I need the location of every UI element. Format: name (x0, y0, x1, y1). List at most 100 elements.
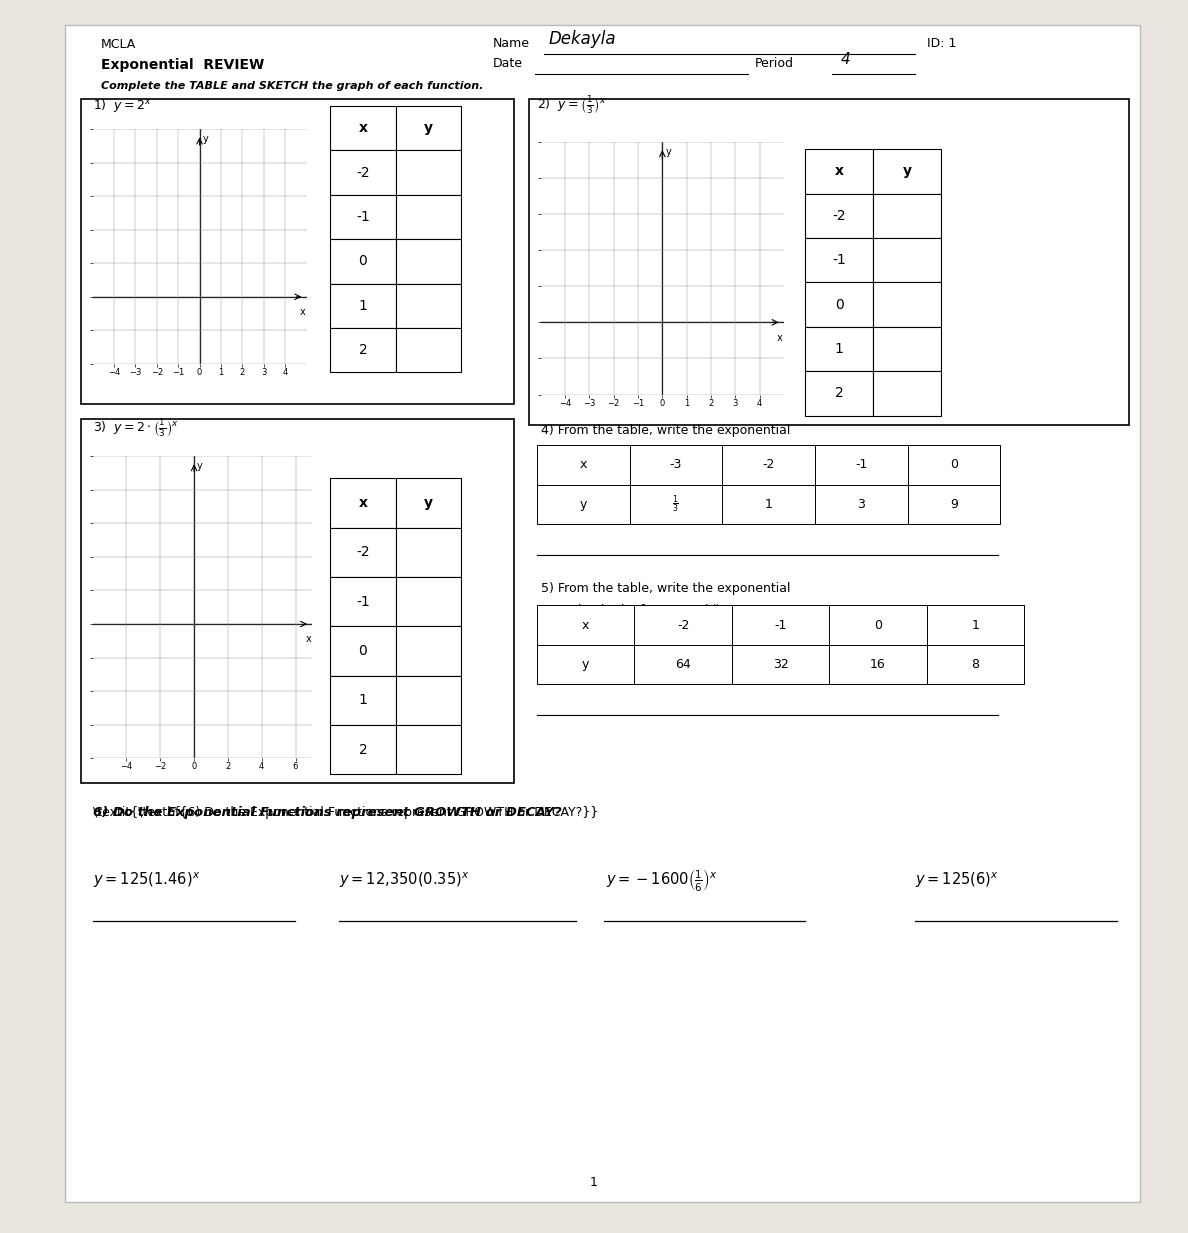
Text: x: x (359, 121, 367, 136)
Bar (630, 485, 722, 524)
Bar (805, 282, 873, 327)
Bar (81, 99, 514, 404)
Bar (330, 106, 396, 150)
Bar (396, 195, 461, 239)
Text: 3: 3 (858, 498, 865, 510)
Bar (330, 577, 396, 626)
Bar (873, 327, 941, 371)
Text: 0: 0 (359, 644, 367, 658)
Text: x: x (582, 619, 589, 631)
Text: 2: 2 (359, 343, 367, 358)
Text: 6) Do the Exponential Functions represent GROWTH or DECAY?: 6) Do the Exponential Functions represen… (93, 806, 561, 819)
Bar (396, 106, 461, 150)
Text: 0: 0 (835, 297, 843, 312)
Text: x: x (359, 496, 367, 510)
Bar (529, 99, 1129, 425)
Bar (396, 626, 461, 676)
Text: y: y (580, 498, 587, 510)
Text: 4: 4 (841, 52, 851, 67)
Text: ID: 1: ID: 1 (927, 37, 956, 49)
Text: y: y (424, 496, 432, 510)
Text: x: x (835, 164, 843, 179)
Text: -3: -3 (670, 459, 682, 471)
Text: y: y (203, 134, 209, 144)
Text: -2: -2 (356, 165, 369, 180)
Text: y: y (197, 461, 202, 471)
Text: 1)  $y = 2^x$: 1) $y = 2^x$ (93, 96, 152, 113)
Bar (396, 239, 461, 284)
Text: y: y (903, 164, 911, 179)
Text: -2: -2 (833, 208, 846, 223)
Text: $y = 12{,}350(0.35)^x$: $y = 12{,}350(0.35)^x$ (339, 870, 469, 890)
Text: y: y (424, 121, 432, 136)
Bar (908, 485, 1000, 524)
Bar (396, 478, 461, 528)
Bar (330, 239, 396, 284)
Bar (330, 478, 396, 528)
Text: 1: 1 (359, 298, 367, 313)
Text: -1: -1 (775, 619, 786, 631)
Bar (634, 645, 732, 684)
Bar (805, 149, 873, 194)
Text: MCLA: MCLA (101, 38, 137, 51)
Bar (330, 328, 396, 372)
Text: Exponential  REVIEW: Exponential REVIEW (101, 58, 264, 72)
Text: Period: Period (754, 57, 794, 69)
Text: 2)  $y = \left(\frac{1}{3}\right)^x$: 2) $y = \left(\frac{1}{3}\right)^x$ (537, 94, 606, 116)
Text: 0: 0 (359, 254, 367, 269)
Text: x: x (305, 634, 311, 644)
Text: 2: 2 (835, 386, 843, 401)
Bar (396, 676, 461, 725)
Text: $\frac{1}{3}$: $\frac{1}{3}$ (672, 493, 680, 515)
Text: equation in the form $y = ab^x$: equation in the form $y = ab^x$ (541, 444, 720, 461)
Text: -1: -1 (356, 594, 369, 609)
Bar (805, 194, 873, 238)
Bar (873, 371, 941, 416)
Bar (537, 485, 630, 524)
Text: 1: 1 (590, 1176, 598, 1189)
Bar (829, 605, 927, 645)
Bar (732, 605, 829, 645)
Bar (81, 419, 514, 783)
Text: 9: 9 (950, 498, 958, 510)
Bar (873, 194, 941, 238)
Bar (396, 577, 461, 626)
Text: 5) From the table, write the exponential: 5) From the table, write the exponential (541, 582, 790, 594)
Text: 8: 8 (972, 658, 979, 671)
Text: 0: 0 (950, 459, 958, 471)
Bar (634, 605, 732, 645)
Text: -2: -2 (356, 545, 369, 560)
Bar (815, 445, 908, 485)
Bar (330, 676, 396, 725)
Text: -2: -2 (763, 459, 775, 471)
Text: -2: -2 (677, 619, 689, 631)
Text: x: x (777, 333, 783, 343)
Text: x: x (580, 459, 587, 471)
Bar (722, 485, 815, 524)
Bar (815, 485, 908, 524)
Bar (537, 605, 634, 645)
Text: $y = -1600\left(\frac{1}{6}\right)^x$: $y = -1600\left(\frac{1}{6}\right)^x$ (606, 868, 718, 894)
Text: 2: 2 (359, 742, 367, 757)
Bar (396, 328, 461, 372)
Bar (330, 528, 396, 577)
Bar (630, 445, 722, 485)
Bar (805, 327, 873, 371)
Bar (537, 445, 630, 485)
Bar (330, 195, 396, 239)
Text: 1: 1 (359, 693, 367, 708)
Bar (908, 445, 1000, 485)
Bar (396, 150, 461, 195)
Bar (805, 371, 873, 416)
Bar (330, 150, 396, 195)
Text: $y = 125(6)^x$: $y = 125(6)^x$ (915, 870, 999, 890)
Bar (829, 645, 927, 684)
Bar (927, 645, 1024, 684)
Bar (396, 725, 461, 774)
Bar (873, 149, 941, 194)
Bar (927, 605, 1024, 645)
Bar (722, 445, 815, 485)
Text: 1: 1 (765, 498, 772, 510)
Bar (873, 282, 941, 327)
Text: 0: 0 (874, 619, 881, 631)
